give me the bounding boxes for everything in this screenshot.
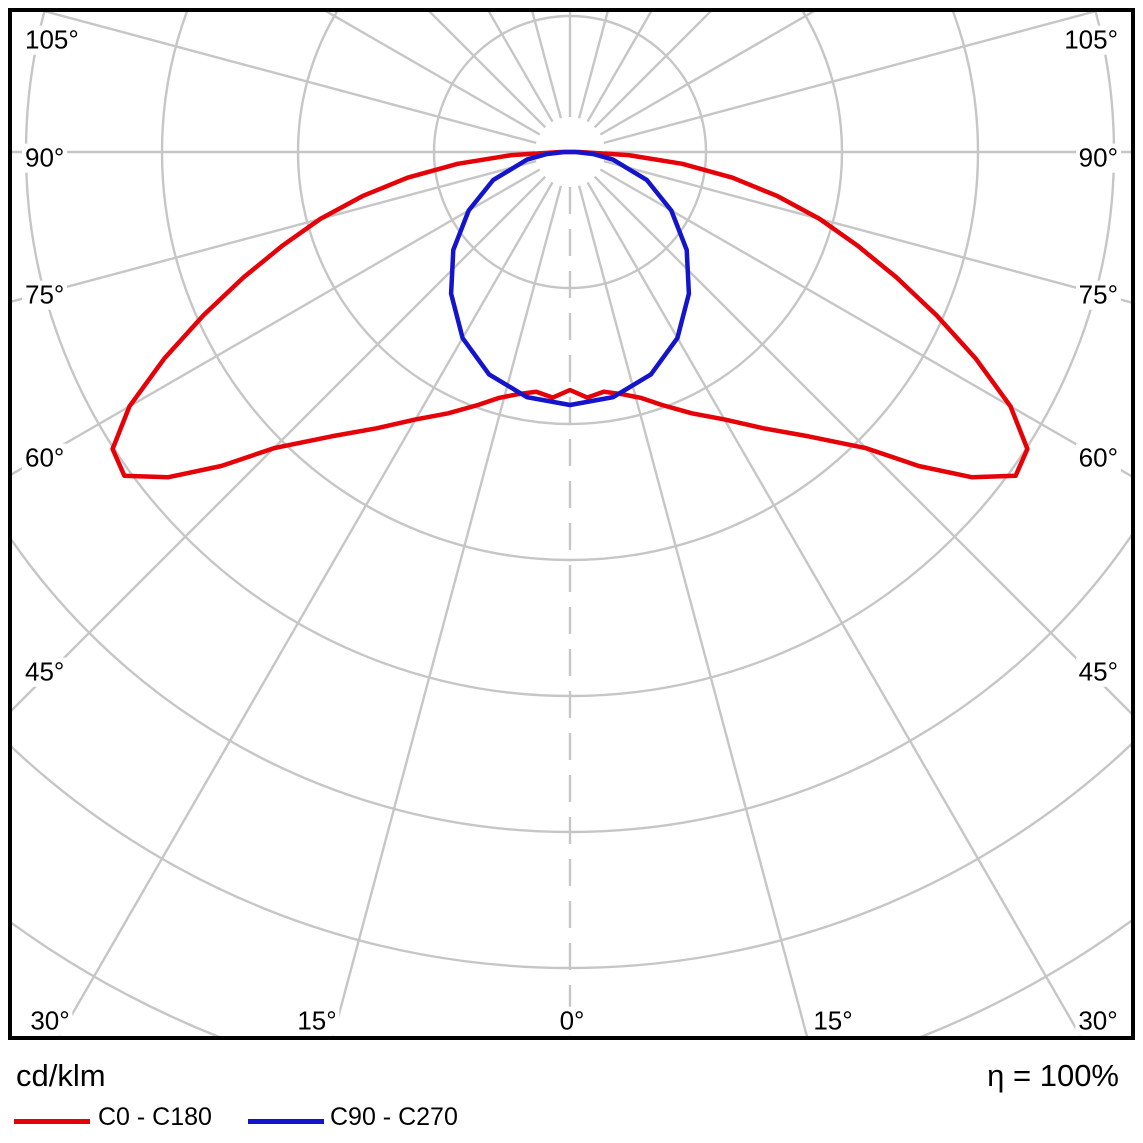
- angle-label-right-105: 105°: [1061, 26, 1121, 55]
- angle-label-left-45: 45°: [22, 658, 68, 687]
- grid-ray-285: [12, 159, 537, 303]
- angle-label-bottom-30L: 30°: [27, 1007, 73, 1036]
- angle-label-left-105: 105°: [22, 26, 82, 55]
- grid-ray-255: [42, 12, 537, 145]
- angle-label-bottom-30R: 30°: [1075, 1007, 1121, 1036]
- grid-ray-15: [577, 185, 809, 1038]
- curve-c0-c180: [110, 149, 1030, 480]
- grid-ray-120: [599, 12, 815, 136]
- plot-border: [8, 8, 1135, 1040]
- curve-c90-c270: [448, 149, 692, 408]
- grid-ring-600: [12, 742, 1131, 969]
- grid-ray-225: [428, 12, 547, 129]
- legend-label-c90-c270: C90 - C270: [330, 1103, 458, 1131]
- legend-line-c90-c270: [248, 1119, 324, 1124]
- efficiency-label: η = 100%: [987, 1058, 1119, 1093]
- grid-ray-75: [603, 159, 1131, 304]
- angle-label-right-75: 75°: [1075, 281, 1121, 310]
- angle-label-left-90: 90°: [22, 144, 68, 173]
- grid-ray-45: [593, 175, 1131, 715]
- angle-label-right-45: 45°: [1075, 658, 1121, 687]
- angle-label-bottom-15L: 15°: [294, 1007, 340, 1036]
- legend-label-c0-c180: C0 - C180: [98, 1103, 212, 1131]
- angle-label-bottom-0: 0°: [556, 1007, 588, 1036]
- grid-ray-60: [599, 168, 1131, 478]
- grid-ray-300: [12, 168, 541, 476]
- grid-ray-330: [57, 181, 554, 1038]
- grid-ray-345: [331, 185, 563, 1038]
- angle-label-right-60: 60°: [1075, 444, 1121, 473]
- grid-ray-165: [577, 12, 609, 119]
- intensity-curves: [110, 149, 1030, 480]
- angle-label-left-60: 60°: [22, 444, 68, 473]
- grid-ray-240: [325, 12, 541, 136]
- grid-ray-195: [531, 12, 563, 119]
- units-label: cd/klm: [16, 1058, 106, 1093]
- angle-label-bottom-15R: 15°: [810, 1007, 856, 1036]
- angle-label-right-90: 90°: [1075, 144, 1121, 173]
- grid-ray-135: [593, 12, 712, 129]
- angle-label-left-75: 75°: [22, 281, 68, 310]
- grid-ray-30: [586, 181, 1083, 1038]
- grid-ring-500: [12, 533, 1131, 833]
- grid-ray-105: [603, 12, 1098, 145]
- legend-line-c0-c180: [14, 1119, 90, 1124]
